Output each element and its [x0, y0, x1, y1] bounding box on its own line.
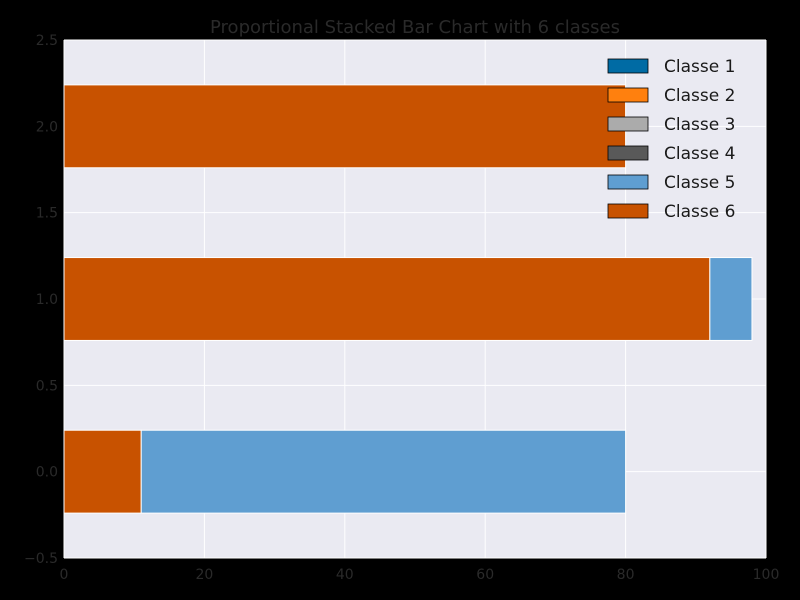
- y-tick-label-4: 1.5: [36, 206, 58, 222]
- y-tick-label-5: 2.0: [36, 119, 58, 135]
- y-tick-label-3: 1.0: [36, 292, 58, 308]
- bars: [63, 84, 753, 514]
- legend-label-classe-5: Classe 5: [664, 173, 735, 193]
- legend-label-classe-4: Classe 4: [664, 144, 735, 164]
- bar-1-classe-5: [709, 257, 753, 341]
- x-tick-label-1: 20: [195, 567, 213, 583]
- legend-label-classe-1: Classe 1: [664, 57, 735, 77]
- legend-swatch-classe-3: [607, 116, 649, 132]
- legend-label-classe-3: Classe 3: [664, 115, 735, 135]
- bar-1-classe-6: [63, 257, 711, 341]
- legend-swatch-classe-1: [607, 58, 649, 74]
- x-tick-label-0: 0: [60, 567, 69, 583]
- x-tick-label-4: 80: [617, 567, 635, 583]
- legend-label-classe-6: Classe 6: [664, 202, 735, 222]
- x-tick-label-5: 100: [753, 567, 780, 583]
- legend-swatch-classe-5: [607, 174, 649, 190]
- chart-title: Proportional Stacked Bar Chart with 6 cl…: [210, 17, 620, 38]
- bar-2-classe-6: [63, 84, 627, 169]
- y-tick-label-1: 0.0: [36, 465, 58, 481]
- y-tick-label-2: 0.5: [36, 378, 58, 394]
- legend-label-classe-2: Classe 2: [664, 86, 735, 106]
- bar-0-classe-6: [63, 429, 142, 514]
- x-tick-label-3: 60: [476, 567, 494, 583]
- y-tick-label-0: −0.5: [24, 551, 58, 567]
- legend: Classe 1 Classe 2 Classe 3 Classe 4 Classe 5…: [607, 57, 735, 222]
- y-tick-label-6: 2.5: [36, 33, 58, 49]
- y-axis-ticks: −0.5 0.0 0.5 1.0 1.5 2.0 2.5: [24, 33, 58, 567]
- legend-swatch-classe-4: [607, 145, 649, 161]
- legend-swatch-classe-2: [607, 87, 649, 103]
- bar-0-classe-5: [140, 429, 627, 514]
- legend-swatch-classe-6: [607, 203, 649, 219]
- x-tick-label-2: 40: [336, 567, 354, 583]
- x-axis-ticks: 0 20 40 60 80 100: [60, 567, 780, 583]
